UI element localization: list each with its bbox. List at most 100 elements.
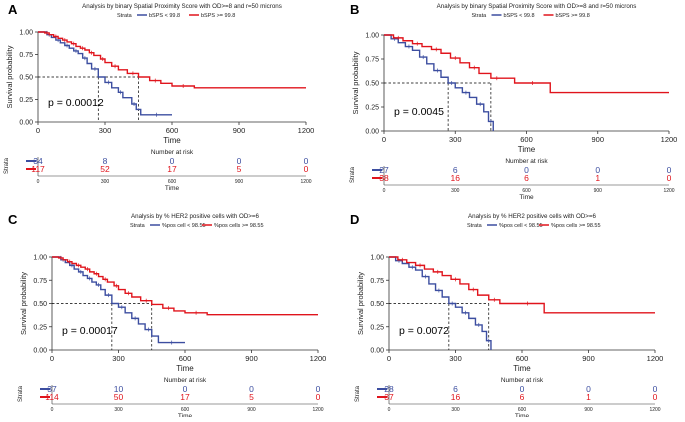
risk-count-red: 0: [653, 392, 658, 402]
risk-x-tick-label: 600: [518, 407, 527, 413]
risk-x-tick-label: 1200: [312, 407, 323, 413]
x-tick-label: 600: [520, 135, 533, 144]
survival-curve-red: [52, 256, 318, 316]
legend-red-label: %pos cells >= 98.55: [214, 223, 264, 229]
y-tick-label: 0.75: [33, 278, 47, 285]
x-tick-label: 600: [179, 354, 192, 363]
y-axis-label: Survival probability: [19, 272, 28, 335]
y-tick-label: 0.75: [19, 52, 33, 59]
risk-count-blue: 10: [114, 384, 124, 394]
risk-count-blue: 0: [249, 384, 254, 394]
risk-count-red: 38: [379, 173, 389, 183]
survival-curve-red: [384, 34, 669, 94]
chart-title: Analysis by binary Spatial Proximity Sco…: [82, 3, 282, 10]
x-tick-label: 300: [449, 135, 462, 144]
risk-count-blue: 0: [524, 165, 529, 175]
y-tick-label: 1.00: [19, 30, 33, 37]
panel-letter: D: [350, 212, 359, 227]
risk-x-tick-label: 1200: [300, 179, 311, 185]
risk-count-blue: 0: [653, 384, 658, 394]
y-axis-label: Survival probability: [5, 45, 14, 108]
x-tick-label: 300: [449, 354, 462, 363]
y-tick-label: 0.50: [33, 301, 47, 308]
risk-count-red: 114: [45, 392, 59, 402]
y-tick-label: 0.00: [19, 120, 33, 127]
risk-x-tick-label: 600: [522, 188, 531, 194]
survival-curve-blue: [389, 256, 492, 350]
y-tick-label: 0.25: [19, 97, 33, 104]
x-tick-label: 300: [112, 354, 125, 363]
chart-title: Analysis by % HER2 positive cells with O…: [131, 213, 259, 220]
risk-strata-label: Strata: [355, 385, 361, 402]
risk-count-blue: 0: [316, 384, 321, 394]
y-tick-label: 0.75: [365, 57, 379, 64]
x-tick-label: 900: [233, 126, 246, 135]
risk-count-red: 0: [316, 392, 321, 402]
risk-x-tick-label: 600: [168, 179, 177, 185]
risk-count-red: 6: [520, 392, 525, 402]
legend-blue-label: %pos cell < 98.55: [162, 223, 206, 229]
risk-x-axis-label: Time: [519, 194, 534, 201]
legend-blue-label: bSPS < 99.8: [149, 13, 180, 19]
legend-red-label: bSPS >= 99.8: [201, 13, 235, 19]
x-tick-label: 900: [245, 354, 258, 363]
y-tick-label: 0.50: [365, 81, 379, 88]
y-tick-label: 1.00: [370, 255, 384, 262]
x-tick-label: 1200: [661, 135, 678, 144]
p-value: p = 0.0045: [394, 106, 444, 118]
legend-red-label: bSPS >= 99.8: [556, 13, 590, 19]
x-tick-label: 900: [582, 354, 595, 363]
y-tick-label: 0.00: [365, 129, 379, 136]
legend-blue-label: %pos cell < 98.55: [499, 223, 543, 229]
risk-strata-label: Strata: [18, 385, 24, 402]
p-value: p = 0.00017: [62, 325, 118, 337]
x-tick-label: 0: [50, 354, 54, 363]
risk-x-tick-label: 0: [388, 407, 391, 413]
risk-x-axis-label: Time: [515, 413, 530, 417]
risk-count-red: 37: [384, 392, 394, 402]
risk-x-tick-label: 0: [37, 179, 40, 185]
risk-count-red: 1: [595, 173, 600, 183]
risk-table-title: Number at risk: [501, 377, 544, 384]
panel-letter: B: [350, 2, 359, 17]
risk-x-tick-label: 900: [594, 188, 603, 194]
risk-x-tick-label: 600: [181, 407, 190, 413]
risk-count-red: 0: [667, 173, 672, 183]
x-tick-label: 300: [99, 126, 112, 135]
risk-count-blue: 27: [379, 165, 389, 175]
risk-count-red: 52: [100, 164, 110, 174]
legend-strata-label: Strata: [467, 223, 483, 229]
y-tick-label: 0.50: [370, 301, 384, 308]
risk-strata-label: Strata: [4, 157, 10, 174]
risk-count-blue: 0: [237, 156, 242, 166]
y-tick-label: 0.25: [370, 324, 384, 331]
legend-blue-label: bSPS < 99.8: [504, 13, 535, 19]
risk-x-tick-label: 300: [451, 407, 460, 413]
risk-count-blue: 37: [47, 384, 57, 394]
y-axis-label: Survival probability: [351, 51, 360, 114]
y-tick-label: 0.25: [33, 324, 47, 331]
risk-count-red: 6: [524, 173, 529, 183]
x-tick-label: 1200: [310, 354, 327, 363]
chart-title: Analysis by % HER2 positive cells with O…: [468, 213, 596, 220]
x-axis-label: Time: [513, 364, 531, 373]
risk-x-tick-label: 900: [247, 407, 256, 413]
risk-table-title: Number at risk: [505, 158, 548, 165]
y-tick-label: 0.25: [365, 105, 379, 112]
risk-count-blue: 0: [520, 384, 525, 394]
x-tick-label: 600: [516, 354, 529, 363]
risk-count-red: 117: [31, 164, 45, 174]
y-tick-label: 0.50: [19, 75, 33, 82]
risk-count-blue: 0: [304, 156, 309, 166]
survival-curve-blue: [384, 34, 494, 131]
risk-table-title: Number at risk: [164, 377, 207, 384]
km-panel-b: B Analysis by binary Spatial Proximity Sc…: [350, 2, 677, 201]
risk-count-blue: 6: [453, 384, 458, 394]
risk-count-blue: 28: [384, 384, 394, 394]
risk-count-red: 50: [114, 392, 124, 402]
y-tick-label: 0.00: [33, 348, 47, 355]
risk-count-red: 16: [451, 392, 461, 402]
risk-count-red: 5: [249, 392, 254, 402]
risk-table-title: Number at risk: [151, 149, 194, 156]
